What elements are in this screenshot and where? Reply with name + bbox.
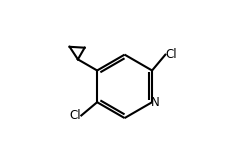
Text: Cl: Cl [165, 48, 177, 60]
Text: N: N [151, 96, 159, 109]
Text: Cl: Cl [69, 109, 81, 122]
